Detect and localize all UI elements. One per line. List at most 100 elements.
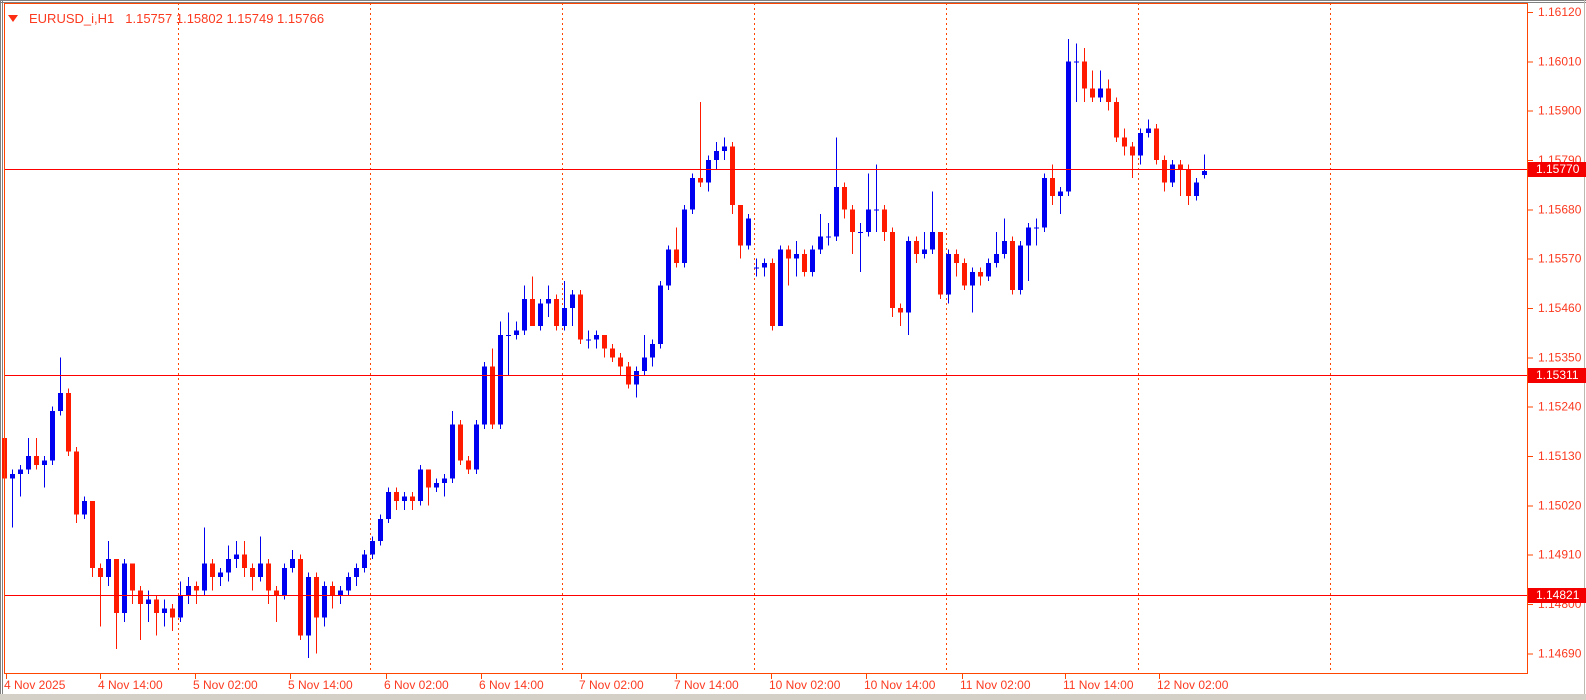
candle-bull[interactable] — [930, 191, 935, 255]
candle-bear[interactable] — [66, 388, 71, 456]
candle-bull[interactable] — [1058, 186, 1063, 214]
candle-bull[interactable] — [10, 469, 15, 528]
candle-bear[interactable] — [1106, 79, 1111, 111]
candle-bear[interactable] — [802, 249, 807, 277]
candle-bull[interactable] — [650, 339, 655, 367]
candle-bull[interactable] — [386, 487, 391, 524]
candle-bear[interactable] — [1122, 128, 1127, 156]
candle-bear[interactable] — [34, 438, 39, 470]
candle-bear[interactable] — [394, 487, 399, 510]
candle-bull[interactable] — [1066, 39, 1071, 196]
candle-bear[interactable] — [114, 559, 119, 649]
candle-bull[interactable] — [162, 599, 167, 627]
candle-bear[interactable] — [1090, 70, 1095, 102]
candle-bull[interactable] — [1002, 218, 1007, 259]
candle-bull[interactable] — [50, 406, 55, 465]
candle-bull[interactable] — [514, 321, 519, 340]
candle-bull[interactable] — [594, 330, 599, 349]
candle-bear[interactable] — [154, 594, 159, 636]
candle-bear[interactable] — [842, 182, 847, 219]
candle-bull[interactable] — [562, 281, 567, 331]
candle-bear[interactable] — [914, 236, 919, 264]
candle-bull[interactable] — [1026, 222, 1031, 282]
candle-bear[interactable] — [978, 267, 983, 286]
candle-bull[interactable] — [418, 464, 423, 506]
candle-bear[interactable] — [242, 541, 247, 578]
candle-bull[interactable] — [506, 312, 511, 376]
candle-bear[interactable] — [618, 352, 623, 376]
candle-bull[interactable] — [306, 572, 311, 658]
candle-bull[interactable] — [1098, 70, 1103, 102]
candle-bear[interactable] — [74, 447, 79, 524]
candle-bull[interactable] — [858, 222, 863, 273]
candle-bull[interactable] — [362, 550, 367, 573]
candle-bear[interactable] — [674, 227, 679, 268]
candle-bear[interactable] — [90, 500, 95, 578]
candle-bear[interactable] — [330, 581, 335, 609]
candle-bull[interactable] — [946, 249, 951, 304]
candle-bull[interactable] — [338, 586, 343, 604]
candle-bull[interactable] — [794, 240, 799, 277]
candle-bull[interactable] — [546, 285, 551, 317]
candle-bear[interactable] — [738, 204, 743, 259]
candle-bull[interactable] — [1034, 218, 1039, 246]
candle-bear[interactable] — [698, 101, 703, 187]
candle-bear[interactable] — [266, 559, 271, 604]
candle-bear[interactable] — [890, 227, 895, 317]
candle-bull[interactable] — [586, 330, 591, 349]
candle-bear[interactable] — [314, 572, 319, 654]
candle-bear[interactable] — [530, 276, 535, 326]
candle-bull[interactable] — [1194, 178, 1199, 201]
candle-bull[interactable] — [746, 213, 751, 250]
candle-bull[interactable] — [834, 137, 839, 241]
candle-bull[interactable] — [450, 411, 455, 483]
candle-bull[interactable] — [58, 357, 63, 416]
candle-bear[interactable] — [938, 231, 943, 300]
candle-bull[interactable] — [346, 572, 351, 595]
candle-bull[interactable] — [82, 496, 87, 519]
candle-bull[interactable] — [522, 285, 527, 335]
candle-bull[interactable] — [482, 361, 487, 430]
candle-bear[interactable] — [786, 245, 791, 286]
candle-bear[interactable] — [466, 455, 471, 474]
candle-bear[interactable] — [194, 581, 199, 604]
candle-bull[interactable] — [258, 536, 263, 582]
candle-bull[interactable] — [970, 267, 975, 313]
candle-bear[interactable] — [138, 586, 143, 640]
candle-bull[interactable] — [922, 231, 927, 259]
candle-bear[interactable] — [554, 294, 559, 331]
candle-bull[interactable] — [434, 478, 439, 492]
candle-bull[interactable] — [778, 245, 783, 326]
candle-bull[interactable] — [106, 541, 111, 587]
candle-bear[interactable] — [770, 258, 775, 331]
candle-bull[interactable] — [1170, 160, 1175, 187]
candle-bull[interactable] — [874, 164, 879, 232]
candle-bull[interactable] — [26, 438, 31, 474]
candle-bear[interactable] — [1178, 160, 1183, 196]
candle-bull[interactable] — [906, 236, 911, 335]
candle-bull[interactable] — [754, 258, 759, 277]
candle-bull[interactable] — [866, 173, 871, 237]
candle-bull[interactable] — [202, 527, 207, 595]
candle-bear[interactable] — [170, 603, 175, 631]
candle-bear[interactable] — [610, 343, 615, 362]
candle-bull[interactable] — [642, 334, 647, 376]
candle-bear[interactable] — [730, 142, 735, 214]
candle-bull[interactable] — [442, 473, 447, 497]
candle-bear[interactable] — [962, 258, 967, 291]
candle-bull[interactable] — [1202, 154, 1207, 179]
candle-bull[interactable] — [762, 258, 767, 277]
candle-bull[interactable] — [1138, 128, 1143, 165]
candle-bull[interactable] — [186, 577, 191, 604]
candle-bull[interactable] — [682, 204, 687, 268]
candle-bull[interactable] — [722, 137, 727, 161]
candle-bear[interactable] — [1050, 164, 1055, 205]
candle-bull[interactable] — [706, 155, 711, 192]
candle-bull[interactable] — [714, 142, 719, 170]
candle-bull[interactable] — [994, 231, 999, 268]
candle-bull[interactable] — [474, 420, 479, 474]
horizontal-price-lines[interactable] — [4, 169, 1527, 596]
candle-bull[interactable] — [810, 245, 815, 277]
candle-bear[interactable] — [578, 290, 583, 344]
candle-bull[interactable] — [122, 559, 127, 622]
